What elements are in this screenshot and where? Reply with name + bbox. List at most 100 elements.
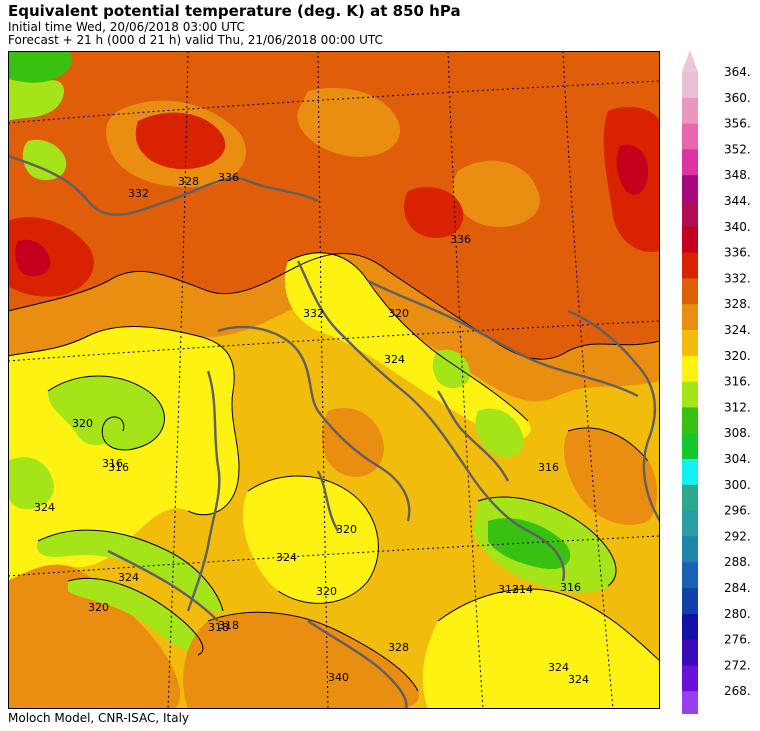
field-328-southwest bbox=[8, 564, 181, 709]
legend-swatch bbox=[682, 97, 698, 125]
legend-tick-label: 304. bbox=[724, 452, 751, 466]
field-336-nw bbox=[8, 217, 94, 297]
graticule bbox=[8, 51, 660, 709]
legend-swatch bbox=[682, 149, 698, 176]
contour-lines bbox=[8, 252, 660, 692]
contour-label: 320 bbox=[72, 417, 93, 430]
map-header: Equivalent potential temperature (deg. K… bbox=[8, 2, 461, 47]
legend-swatch bbox=[682, 433, 698, 460]
legend-tick-label: 320. bbox=[724, 349, 751, 363]
field-316-southwest-band bbox=[37, 530, 224, 612]
contour-label: 328 bbox=[388, 641, 409, 654]
legend-swatch bbox=[682, 175, 698, 202]
contour-label: 324 bbox=[276, 551, 297, 564]
map-title: Equivalent potential temperature (deg. K… bbox=[8, 2, 461, 20]
color-legend: 364. 360. 356. 352. 348. 344. 340. 336. 332. 328.… bbox=[682, 50, 751, 714]
field-316-east-strip bbox=[432, 349, 471, 389]
legend-swatch bbox=[682, 278, 698, 305]
contour-label: 316 bbox=[560, 581, 581, 594]
contour-label: 336 bbox=[450, 233, 471, 246]
legend-tick-label: 316. bbox=[724, 375, 751, 389]
map-panel: 3163203243283323363123143243163203243183… bbox=[8, 51, 660, 709]
field-328-band bbox=[8, 253, 660, 402]
legend-swatch bbox=[682, 639, 698, 666]
legend-tick-label: 340. bbox=[724, 220, 751, 234]
field-316-east-c bbox=[475, 408, 524, 458]
legend-swatch bbox=[682, 381, 698, 408]
legend-swatch bbox=[682, 562, 698, 589]
legend-tick-label: 344. bbox=[724, 194, 751, 208]
field-316-west-strip bbox=[8, 457, 54, 510]
contour-label: 320 bbox=[88, 601, 109, 614]
legend-swatch bbox=[682, 201, 698, 228]
contour-label: 324 bbox=[548, 661, 569, 674]
legend-tick-label: 336. bbox=[724, 246, 751, 260]
contour-label: 324 bbox=[568, 673, 589, 686]
legend-tick-label: 348. bbox=[724, 168, 751, 182]
contour-label: 320 bbox=[336, 523, 357, 536]
legend-swatch bbox=[682, 613, 698, 641]
legend-tick-label: 296. bbox=[724, 504, 751, 518]
contour-label: 324 bbox=[384, 353, 405, 366]
legend-tick-label: 324. bbox=[724, 323, 751, 337]
field-316-southwest-band2 bbox=[68, 578, 203, 655]
contour-label: 312 bbox=[498, 583, 519, 596]
contour-label: 340 bbox=[328, 671, 349, 684]
field-328-patch-n2 bbox=[297, 87, 400, 157]
field-328-south bbox=[183, 612, 419, 709]
contour-label: 316 bbox=[538, 461, 559, 474]
legend-tick-label: 300. bbox=[724, 478, 751, 492]
legend-tick-label: 364. bbox=[724, 65, 751, 79]
contour-label: 328 bbox=[178, 175, 199, 188]
legend-swatch bbox=[682, 355, 698, 383]
field-316-nw-corner bbox=[8, 79, 65, 121]
legend-tick-label: 352. bbox=[724, 142, 751, 156]
contour-label: 316 bbox=[102, 457, 123, 470]
contour-label: 324 bbox=[118, 571, 139, 584]
field-340-nw bbox=[15, 239, 51, 277]
legend-swatch bbox=[682, 330, 698, 357]
legend-tick-label: 332. bbox=[724, 271, 751, 285]
legend-high-arrow bbox=[682, 50, 698, 72]
legend-tick-label: 360. bbox=[724, 91, 751, 105]
field-316-nw-b bbox=[22, 139, 67, 181]
contour-label: 320 bbox=[316, 585, 337, 598]
legend-tick-label: 328. bbox=[724, 297, 751, 311]
contour-label: 324 bbox=[34, 501, 55, 514]
legend-tick-label: 276. bbox=[724, 633, 751, 647]
forecast-valid-time: Forecast + 21 h (000 d 21 h) valid Thu, … bbox=[8, 33, 383, 47]
field-320-central bbox=[284, 252, 531, 441]
legend-swatch bbox=[682, 588, 698, 615]
contour-label: 332 bbox=[128, 187, 149, 200]
legend-swatch bbox=[682, 72, 698, 99]
contour-labels: 3163203243283323363123143243163203243183… bbox=[34, 171, 589, 686]
contour-label: 318 bbox=[218, 619, 239, 632]
field-336-c bbox=[404, 187, 464, 238]
field-316-west-swirl bbox=[48, 376, 165, 450]
legend-tick-label: 288. bbox=[724, 555, 751, 569]
field-320-south-east bbox=[422, 589, 660, 709]
legend-swatch bbox=[682, 510, 698, 537]
field-320-mid bbox=[242, 476, 379, 604]
coastlines bbox=[8, 154, 660, 709]
legend-swatch bbox=[682, 459, 698, 486]
legend-swatch bbox=[682, 123, 698, 150]
legend-tick-label: 272. bbox=[724, 658, 751, 672]
legend-swatch bbox=[682, 536, 698, 563]
contour-label: 332 bbox=[303, 307, 324, 320]
legend-swatch bbox=[682, 226, 698, 254]
legend-swatch bbox=[682, 484, 698, 512]
field-328-patch-n3 bbox=[452, 160, 540, 227]
legend-swatch bbox=[682, 407, 698, 434]
contour-label: 336 bbox=[218, 171, 239, 184]
field-328-east bbox=[563, 427, 657, 525]
contour-label: 320 bbox=[388, 307, 409, 320]
initial-time: Initial time Wed, 20/06/2018 03:00 UTC bbox=[8, 20, 245, 34]
legend-tick-label: 312. bbox=[724, 400, 751, 414]
field-312-east-core bbox=[488, 518, 571, 570]
model-credit: Moloch Model, CNR-ISAC, Italy bbox=[8, 711, 190, 725]
legend-tick-label: 280. bbox=[724, 607, 751, 621]
contour-label: 316 bbox=[108, 461, 129, 474]
legend-tick-label: 268. bbox=[724, 684, 751, 698]
legend-tick-label: 356. bbox=[724, 117, 751, 131]
